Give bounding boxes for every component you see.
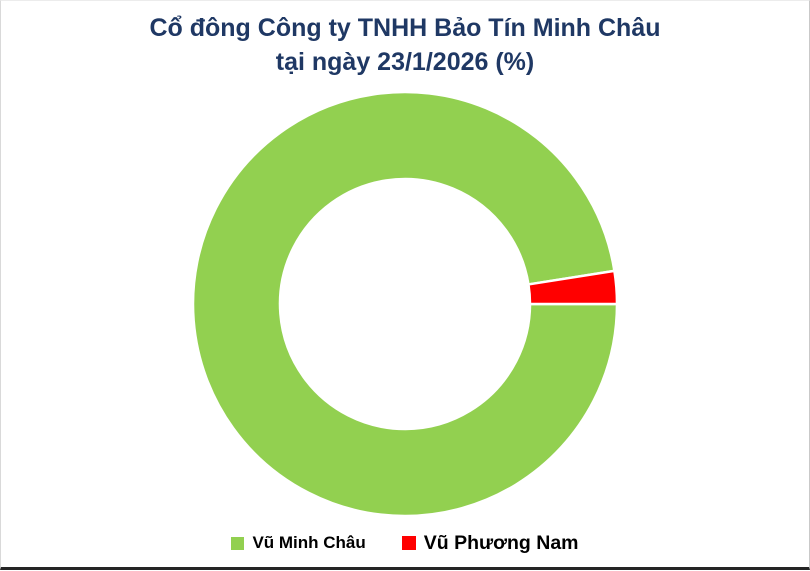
legend-item-vu-minh-chau: Vũ Minh Châu <box>231 533 366 553</box>
chart-title: Cổ đông Công ty TNHH Bảo Tín Minh Châu t… <box>1 11 809 79</box>
legend-label: Vũ Minh Châu <box>252 533 366 552</box>
legend-label: Vũ Phương Nam <box>423 531 579 554</box>
chart-legend: Vũ Minh Châu Vũ Phương Nam <box>1 524 809 562</box>
legend-swatch-red <box>401 536 416 550</box>
chart-title-line2: tại ngày 23/1/2026 (%) <box>275 48 535 76</box>
chart-title-line1: Cổ đông Công ty TNHH Bảo Tín Minh Châu <box>149 14 661 42</box>
legend-item-vu-phuong-nam: Vũ Phương Nam <box>401 531 579 555</box>
legend-swatch-green <box>231 536 245 550</box>
